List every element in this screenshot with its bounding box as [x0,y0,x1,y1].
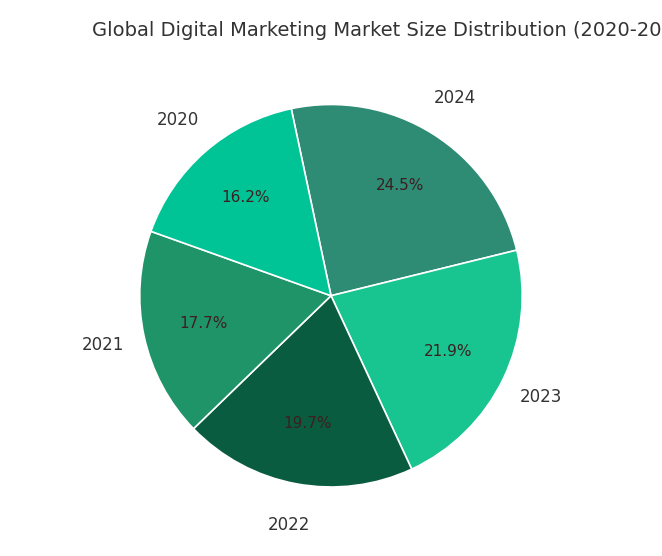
Text: 2023: 2023 [520,388,563,406]
Text: 16.2%: 16.2% [221,190,269,205]
Wedge shape [140,231,331,429]
Text: 24.5%: 24.5% [376,178,424,193]
Text: 2021: 2021 [81,336,124,354]
Text: 21.9%: 21.9% [424,345,473,360]
Wedge shape [331,250,522,469]
Wedge shape [151,108,331,296]
Wedge shape [193,296,412,487]
Text: 2024: 2024 [434,89,476,107]
Text: 2022: 2022 [267,516,310,534]
Wedge shape [291,105,517,296]
Text: 17.7%: 17.7% [179,316,228,331]
Text: Global Digital Marketing Market Size Distribution (2020-2024): Global Digital Marketing Market Size Dis… [92,21,662,40]
Text: 2020: 2020 [156,111,199,129]
Text: 19.7%: 19.7% [283,416,332,431]
